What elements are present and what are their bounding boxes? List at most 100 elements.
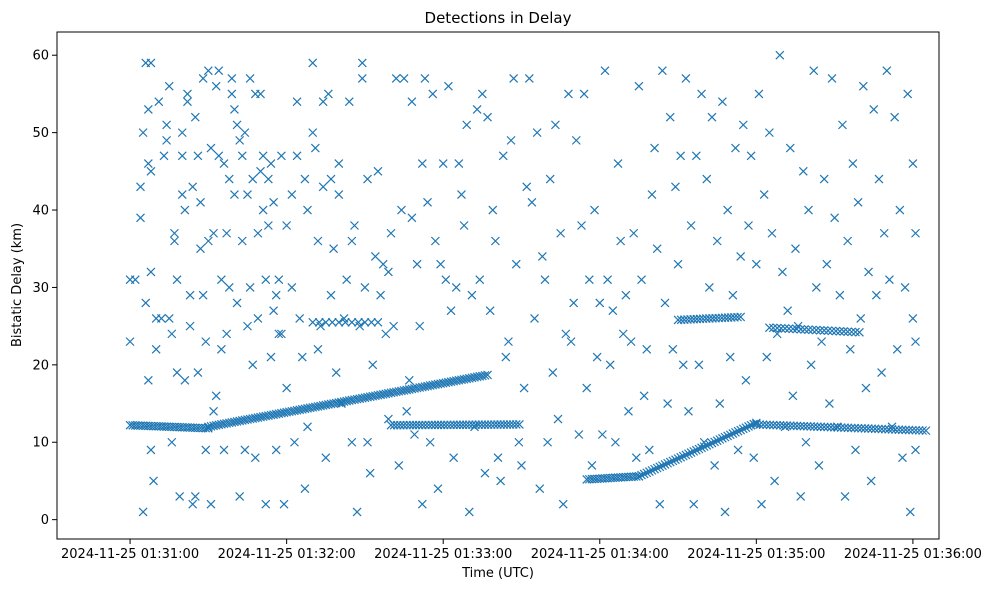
- data-point: [715, 435, 725, 444]
- data-point: [911, 445, 920, 455]
- data-point: [634, 81, 644, 91]
- data-point: [785, 143, 795, 153]
- data-point: [678, 451, 688, 461]
- data-point: [395, 420, 405, 430]
- data-point: [733, 312, 742, 322]
- data-point: [796, 421, 805, 431]
- data-point: [433, 379, 443, 389]
- data-point: [141, 298, 151, 308]
- data-point: [373, 317, 383, 327]
- data-point: [808, 325, 817, 335]
- data-point: [470, 372, 479, 382]
- data-point: [493, 420, 502, 430]
- data-point: [758, 420, 768, 430]
- data-point: [681, 450, 691, 460]
- data-point: [850, 423, 860, 433]
- data-point: [411, 420, 421, 430]
- data-point: [177, 128, 187, 138]
- x-tick-label: 2024-11-25 01:31:00: [61, 547, 199, 562]
- data-point: [326, 174, 336, 184]
- data-point: [736, 425, 746, 435]
- data-point: [590, 205, 599, 215]
- data-point: [744, 221, 753, 230]
- data-point: [540, 275, 550, 285]
- data-point: [907, 425, 917, 435]
- data-point: [310, 402, 320, 412]
- data-point: [898, 453, 907, 463]
- data-point: [671, 182, 680, 192]
- data-point: [240, 445, 250, 455]
- data-point: [397, 386, 406, 396]
- data-point: [764, 323, 774, 333]
- data-point: [772, 420, 782, 430]
- data-point: [151, 344, 161, 354]
- y-axis: 0 10 20 30 40 50 60: [32, 49, 57, 528]
- data-point: [566, 337, 576, 347]
- data-point: [595, 298, 605, 308]
- data-point: [582, 383, 592, 393]
- data-point: [203, 66, 213, 76]
- data-point: [733, 426, 743, 436]
- data-point: [775, 420, 785, 430]
- data-point: [768, 323, 778, 333]
- data-point: [175, 492, 185, 501]
- data-point: [887, 422, 897, 432]
- data-point: [806, 360, 816, 370]
- chart-title: Detections in Delay: [425, 9, 572, 27]
- data-point: [684, 449, 693, 459]
- data-point: [282, 383, 292, 393]
- data-point: [579, 89, 589, 99]
- data-point: [250, 413, 260, 423]
- data-point: [647, 190, 657, 199]
- data-point: [843, 236, 853, 246]
- data-point: [357, 58, 367, 68]
- data-point: [462, 374, 472, 384]
- data-point: [414, 420, 424, 430]
- data-point: [799, 421, 809, 431]
- data-point: [783, 306, 793, 316]
- data-point: [391, 387, 401, 397]
- data-point: [631, 453, 641, 463]
- data-point: [686, 221, 696, 230]
- data-point: [474, 420, 484, 430]
- data-point: [326, 290, 336, 300]
- data-point: [250, 453, 260, 463]
- data-point: [776, 323, 786, 333]
- data-point: [720, 507, 730, 517]
- data-point: [903, 89, 913, 99]
- data-point: [446, 306, 456, 316]
- data-point: [399, 385, 409, 395]
- data-point: [702, 174, 712, 184]
- data-point: [216, 344, 226, 354]
- data-point: [211, 420, 221, 430]
- data-point: [496, 476, 506, 486]
- data-point: [399, 74, 409, 83]
- data-point: [851, 327, 860, 337]
- data-point: [866, 476, 876, 486]
- data-point: [365, 468, 375, 478]
- data-point: [457, 190, 466, 199]
- data-point: [911, 425, 921, 435]
- data-point: [759, 190, 769, 199]
- data-point: [488, 205, 498, 215]
- data-point: [136, 182, 145, 192]
- data-point: [232, 120, 242, 130]
- data-point: [276, 408, 286, 418]
- data-point: [303, 403, 312, 413]
- data-point: [754, 89, 764, 99]
- data-point: [417, 382, 427, 392]
- data-point: [835, 290, 845, 300]
- data-point: [691, 445, 701, 455]
- data-point: [644, 467, 654, 476]
- data-point: [321, 453, 331, 463]
- data-point: [660, 460, 670, 469]
- y-tick-label: 50: [32, 126, 49, 141]
- data-point: [558, 499, 568, 509]
- data-point: [697, 89, 706, 99]
- data-point: [224, 283, 234, 292]
- data-point: [284, 407, 294, 417]
- data-point: [605, 360, 615, 370]
- data-point: [318, 97, 328, 107]
- data-point: [383, 388, 393, 398]
- data-point: [258, 151, 268, 161]
